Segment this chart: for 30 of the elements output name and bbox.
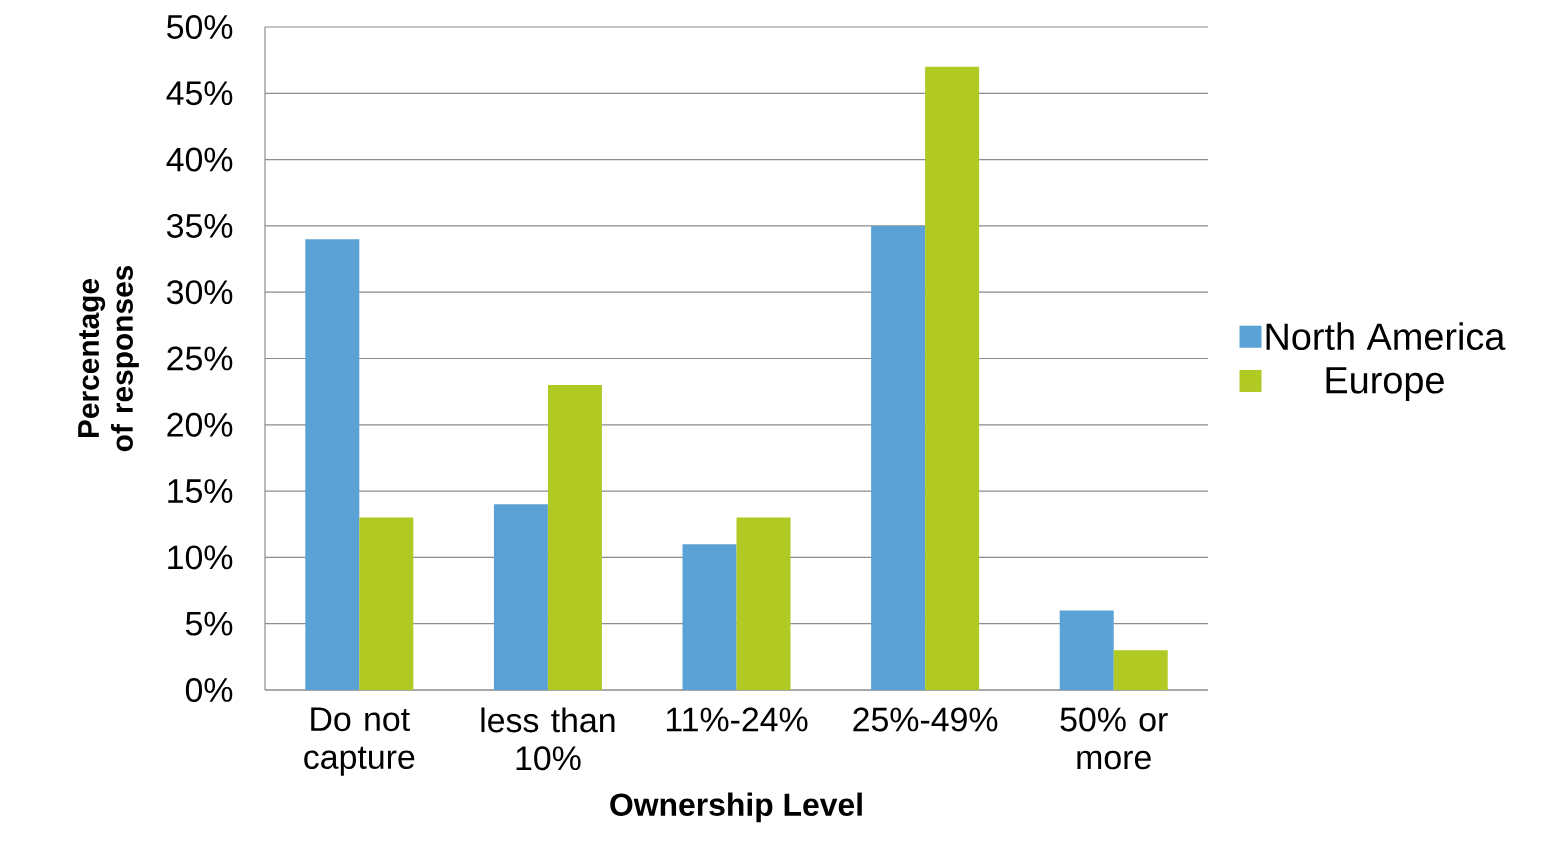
y-tick-label: 30% [166, 280, 233, 305]
legend-label: North America [1266, 322, 1506, 351]
y-tick-label: 35% [166, 213, 233, 238]
x-tick-label: Do not capture [304, 707, 415, 776]
x-tick-label: less than 10% [481, 707, 615, 771]
bar [925, 66, 980, 690]
x-axis-title: Ownership Level [610, 792, 862, 823]
y-tick-label: 20% [167, 412, 233, 437]
y-tick-label: 5% [185, 611, 233, 636]
x-tick-label: 25%-49% [853, 707, 998, 732]
y-tick-label: 50% [167, 14, 233, 39]
y-tick-label: 25% [167, 346, 233, 371]
y-tick-label: 0% [185, 678, 233, 702]
y-tick-label: 10% [168, 545, 233, 570]
y-tick-label: 45% [166, 81, 233, 106]
y-tick-label: 40% [166, 147, 233, 172]
x-tick-label: 11%-24% [666, 707, 808, 732]
bar [1059, 610, 1114, 690]
bar [547, 385, 602, 690]
bar [736, 517, 791, 690]
bar [1113, 650, 1168, 690]
y-axis-title: Percentage of responses [78, 265, 139, 452]
bar [871, 225, 926, 690]
legend-label: Europe [1326, 367, 1444, 402]
bar [305, 239, 360, 690]
bar [682, 544, 737, 690]
bar [493, 504, 548, 690]
bar [359, 517, 414, 690]
x-tick-label: 50% or more [1060, 707, 1168, 770]
y-tick-label: 15% [168, 479, 233, 504]
